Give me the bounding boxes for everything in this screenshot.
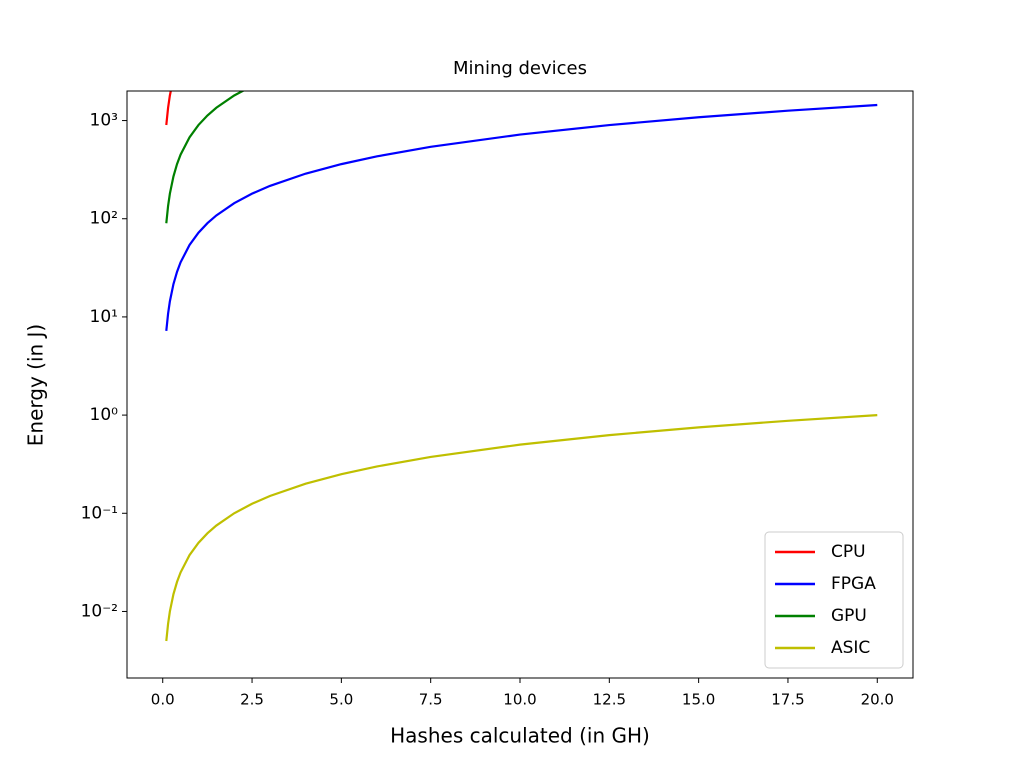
series-line bbox=[165, 414, 878, 642]
x-tick-label: 0.0 bbox=[151, 691, 175, 709]
x-axis-label: Hashes calculated (in GH) bbox=[390, 724, 650, 748]
y-tick-label: 10³ bbox=[90, 111, 118, 131]
y-axis-label: Energy (in J) bbox=[24, 324, 48, 446]
x-tick-label: 20.0 bbox=[861, 691, 894, 709]
x-tick-label: 5.0 bbox=[329, 691, 353, 709]
x-tick-label: 15.0 bbox=[682, 691, 715, 709]
y-tick-label: 10¹ bbox=[90, 307, 118, 327]
x-tick-label: 17.5 bbox=[771, 691, 804, 709]
legend-label: CPU bbox=[831, 542, 866, 562]
y-tick-label: 10⁻¹ bbox=[81, 503, 118, 523]
y-tick-label: 10⁰ bbox=[90, 405, 119, 425]
chart-title: Mining devices bbox=[453, 58, 587, 79]
y-tick-label: 10⁻² bbox=[81, 601, 118, 621]
series-line bbox=[165, 91, 245, 224]
x-tick-label: 2.5 bbox=[240, 691, 264, 709]
legend-box bbox=[764, 531, 904, 669]
legend-label: GPU bbox=[831, 606, 867, 626]
x-tick-label: 12.5 bbox=[593, 691, 626, 709]
y-tick-label: 10² bbox=[90, 209, 118, 229]
x-tick-label: 10.0 bbox=[503, 691, 536, 709]
legend-label: ASIC bbox=[831, 638, 870, 658]
plot-lines bbox=[165, 91, 878, 642]
legend-label: FPGA bbox=[831, 574, 876, 594]
x-tick-label: 7.5 bbox=[419, 691, 443, 709]
series-line bbox=[165, 103, 878, 332]
